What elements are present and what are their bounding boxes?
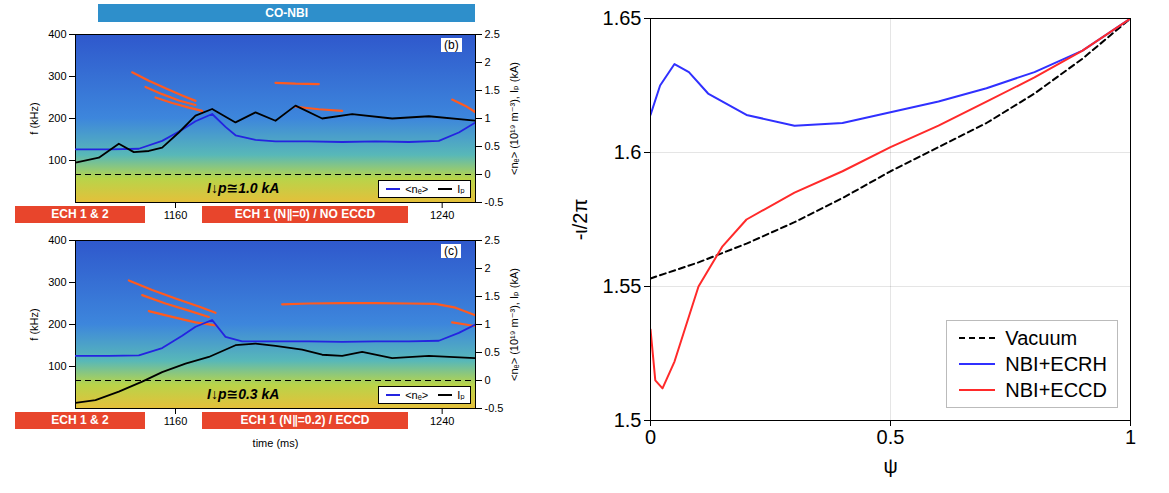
- svg-text:200: 200: [48, 318, 66, 330]
- svg-text:1.5: 1.5: [485, 290, 500, 302]
- svg-text:1: 1: [485, 318, 491, 330]
- svg-text:2: 2: [485, 262, 491, 274]
- svg-text:2.5: 2.5: [485, 28, 500, 40]
- html-text:I↓p≅1.0 kA: I↓p≅1.0 kA: [207, 180, 280, 196]
- svg-text:0.5: 0.5: [485, 140, 500, 152]
- svg-text:f (kHz): f (kHz): [28, 102, 40, 134]
- svg-text:2: 2: [485, 56, 491, 68]
- svg-text:1.55: 1.55: [603, 275, 642, 297]
- svg-text:<nₑ> (10¹⁹ m⁻³), Iₚ (kA): <nₑ> (10¹⁹ m⁻³), Iₚ (kA): [508, 268, 520, 381]
- html-text:ECH 1 & 2: ECH 1 & 2: [51, 413, 109, 427]
- svg-text:400: 400: [48, 234, 66, 246]
- svg-text:time (ms): time (ms): [253, 437, 299, 449]
- html-text:Iₚ: Iₚ: [457, 389, 465, 401]
- svg-text:0.5: 0.5: [877, 426, 905, 448]
- html-text:Vacuum: Vacuum: [1005, 327, 1078, 349]
- svg-text:2.5: 2.5: [485, 234, 500, 246]
- svg-text:1.65: 1.65: [603, 7, 642, 29]
- svg-text:0.5: 0.5: [485, 346, 500, 358]
- svg-text:-0.5: -0.5: [485, 196, 504, 208]
- svg-text:400: 400: [48, 28, 66, 40]
- html-text:NBI+ECCD: NBI+ECCD: [1005, 379, 1107, 401]
- svg-text:<nₑ> (10¹⁹ m⁻³), Iₚ (kA): <nₑ> (10¹⁹ m⁻³), Iₚ (kA): [508, 62, 520, 175]
- svg-text:0: 0: [645, 426, 656, 448]
- html-text:Iₚ: Iₚ: [457, 183, 465, 195]
- svg-text:-ι/2π: -ι/2π: [569, 199, 591, 241]
- svg-text:100: 100: [48, 360, 66, 372]
- html-text:ECH 1 (N∥=0) / NO ECCD: ECH 1 (N∥=0) / NO ECCD: [234, 207, 376, 221]
- svg-text:ψ: ψ: [883, 455, 897, 477]
- svg-text:1160: 1160: [164, 209, 188, 221]
- svg-text:1240: 1240: [430, 209, 454, 221]
- html-text:(c): (c): [444, 244, 458, 258]
- svg-text:100: 100: [48, 154, 66, 166]
- svg-text:1: 1: [485, 112, 491, 124]
- html-text:ECH 1 & 2: ECH 1 & 2: [51, 207, 109, 221]
- svg-text:0: 0: [485, 374, 491, 386]
- svg-text:-0.5: -0.5: [485, 402, 504, 414]
- html-text:NBI+ECRH: NBI+ECRH: [1005, 353, 1107, 375]
- html-text:I↓p≅0.3 kA: I↓p≅0.3 kA: [207, 386, 280, 402]
- html-text:<nₑ>: <nₑ>: [405, 183, 429, 195]
- svg-text:1.5: 1.5: [614, 409, 642, 431]
- svg-text:1: 1: [1125, 426, 1136, 448]
- html-text:ECH 1 (N∥=0.2) / ECCD: ECH 1 (N∥=0.2) / ECCD: [240, 413, 370, 427]
- svg-text:1160: 1160: [164, 415, 188, 427]
- html-text:<nₑ>: <nₑ>: [405, 389, 429, 401]
- html-text:CO-NBI: CO-NBI: [265, 6, 308, 20]
- svg-text:300: 300: [48, 276, 66, 288]
- svg-text:1.6: 1.6: [614, 141, 642, 163]
- svg-text:f (kHz): f (kHz): [28, 308, 40, 340]
- svg-text:1240: 1240: [430, 415, 454, 427]
- svg-text:300: 300: [48, 70, 66, 82]
- svg-text:1.5: 1.5: [485, 84, 500, 96]
- svg-text:200: 200: [48, 112, 66, 124]
- html-text:(b): (b): [444, 38, 459, 52]
- svg-text:0: 0: [485, 168, 491, 180]
